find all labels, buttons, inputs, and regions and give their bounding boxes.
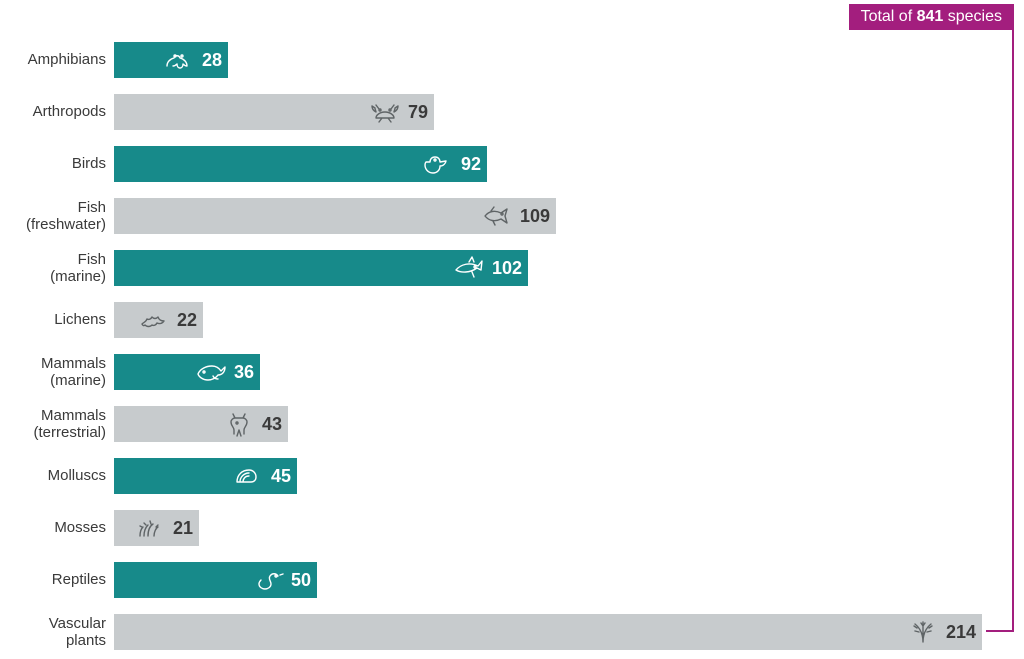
lichen-icon <box>137 306 171 334</box>
total-prefix: Total of <box>861 8 917 25</box>
total-suffix: species <box>943 8 1002 25</box>
bar-value: 45 <box>271 466 291 487</box>
bar: 22 <box>114 302 203 338</box>
bar-track: 21 <box>114 510 1012 546</box>
chart-row: Molluscs 45 <box>0 450 1012 502</box>
category-label: Vascularplants <box>0 615 114 650</box>
category-label: Amphibians <box>0 51 114 68</box>
category-label: Molluscs <box>0 467 114 484</box>
bar: 28 <box>114 42 228 78</box>
chart-row: Fish(freshwater) 109 <box>0 190 1012 242</box>
duck-icon <box>421 150 455 178</box>
whale-icon <box>194 358 228 386</box>
chart-row: Amphibians 28 <box>0 34 1012 86</box>
bar-value: 36 <box>234 362 254 383</box>
bar: 45 <box>114 458 297 494</box>
bar: 79 <box>114 94 434 130</box>
bar-value: 21 <box>173 518 193 539</box>
moss-icon <box>133 514 167 542</box>
fish-icon <box>480 202 514 230</box>
bar: 102 <box>114 250 528 286</box>
bar-track: 109 <box>114 198 1012 234</box>
bar-value: 43 <box>262 414 282 435</box>
total-badge: Total of 841 species <box>849 4 1014 30</box>
category-label: Mammals(terrestrial) <box>0 407 114 442</box>
chart-row: Mammals(marine) 36 <box>0 346 1012 398</box>
chart-row: Fish(marine) 102 <box>0 242 1012 294</box>
chart-row: Mammals(terrestrial) 43 <box>0 398 1012 450</box>
shark-icon <box>452 254 486 282</box>
bar-value: 22 <box>177 310 197 331</box>
chart-row: Arthropods 79 <box>0 86 1012 138</box>
bar-track: 214 <box>114 614 1012 650</box>
frog-icon <box>162 46 196 74</box>
bar-value: 28 <box>202 50 222 71</box>
bar-value: 109 <box>520 206 550 227</box>
bar: 36 <box>114 354 260 390</box>
bar: 50 <box>114 562 317 598</box>
bar-value: 50 <box>291 570 311 591</box>
crab-icon <box>368 98 402 126</box>
total-count: 841 <box>917 8 944 25</box>
bar-track: 50 <box>114 562 1012 598</box>
fern-icon <box>906 618 940 646</box>
bar: 92 <box>114 146 487 182</box>
bar-track: 45 <box>114 458 1012 494</box>
bar-track: 22 <box>114 302 1012 338</box>
bar-value: 214 <box>946 622 976 643</box>
category-label: Fish(freshwater) <box>0 199 114 234</box>
chart-row: Lichens 22 <box>0 294 1012 346</box>
snake-icon <box>251 566 285 594</box>
bar-track: 102 <box>114 250 1012 286</box>
bar: 109 <box>114 198 556 234</box>
bar-value: 79 <box>408 102 428 123</box>
shell-icon <box>231 462 265 490</box>
bar-value: 92 <box>461 154 481 175</box>
category-label: Mosses <box>0 519 114 536</box>
category-label: Lichens <box>0 311 114 328</box>
category-label: Arthropods <box>0 103 114 120</box>
bar-track: 92 <box>114 146 1012 182</box>
chart-row: Reptiles 50 <box>0 554 1012 606</box>
category-label: Mammals(marine) <box>0 355 114 390</box>
category-label: Fish(marine) <box>0 251 114 286</box>
chart-row: Mosses 21 <box>0 502 1012 554</box>
species-bar-chart: Amphibians 28 Arthropods 79 Birds 92 Fish(fres… <box>0 34 1012 658</box>
bar-track: 79 <box>114 94 1012 130</box>
chart-row: Vascularplants 214 <box>0 606 1012 658</box>
deer-icon <box>222 410 256 438</box>
bar: 214 <box>114 614 982 650</box>
category-label: Reptiles <box>0 571 114 588</box>
category-label: Birds <box>0 155 114 172</box>
bar-value: 102 <box>492 258 522 279</box>
bar: 43 <box>114 406 288 442</box>
chart-row: Birds 92 <box>0 138 1012 190</box>
bar-track: 28 <box>114 42 1012 78</box>
bar-track: 36 <box>114 354 1012 390</box>
bar: 21 <box>114 510 199 546</box>
bar-track: 43 <box>114 406 1012 442</box>
